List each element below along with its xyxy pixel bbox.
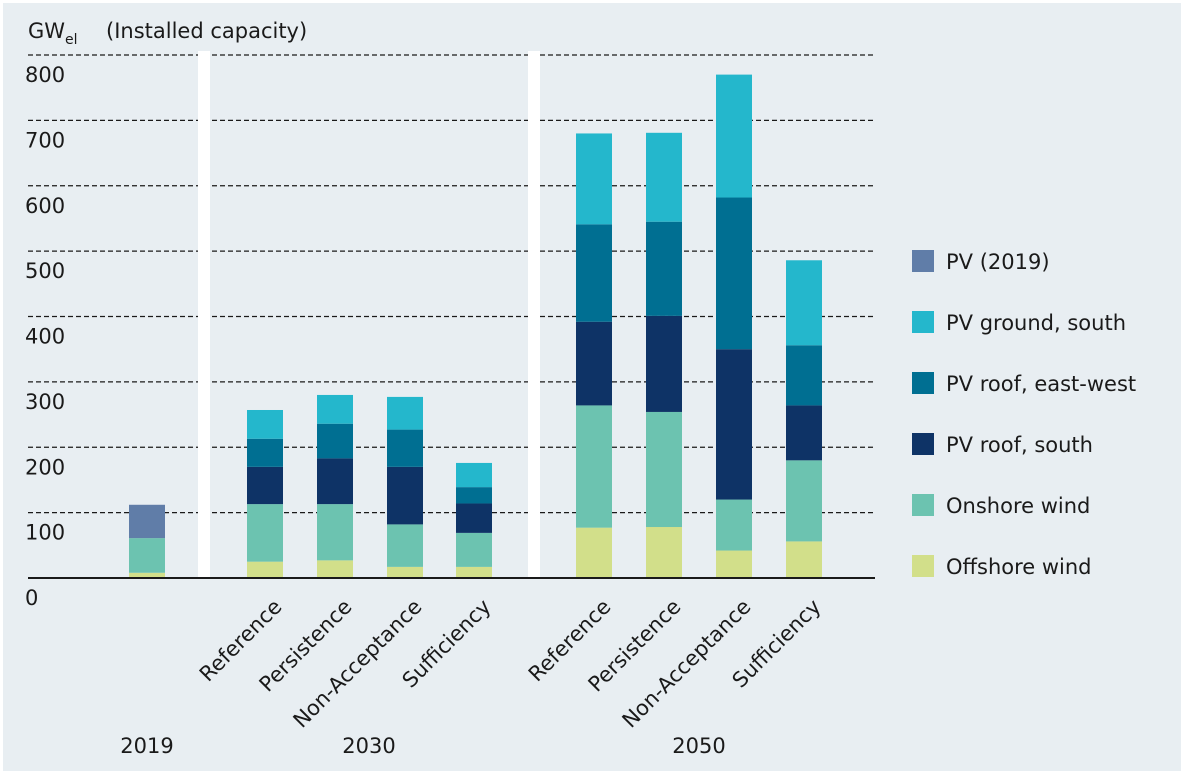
group-label-2030: 2030 — [342, 734, 395, 758]
legend-label: PV ground, south — [946, 311, 1126, 335]
unit-base: GW — [28, 19, 65, 43]
legend-swatch — [912, 494, 934, 516]
x-tick-label: Non-Acceptance — [618, 595, 756, 733]
bar-segment — [387, 524, 423, 567]
legend-swatch — [912, 250, 934, 272]
bar-segment — [456, 487, 492, 504]
bar-segment — [786, 460, 822, 542]
bar-segment — [456, 462, 492, 488]
bar-segment — [576, 527, 612, 578]
bar-segment — [646, 315, 682, 412]
bar-segment — [317, 560, 353, 578]
bar-segment — [716, 74, 752, 198]
bar-segment — [456, 503, 492, 533]
x-tick-label: Non-Acceptance — [289, 595, 427, 733]
legend-label: Onshore wind — [946, 494, 1090, 518]
bar-segment — [786, 541, 822, 578]
legend-label: Offshore wind — [946, 555, 1092, 579]
bar-segment — [576, 405, 612, 528]
x-category-labels: ReferencePersistenceNon-AcceptanceSuffic… — [195, 595, 826, 733]
bars — [129, 74, 822, 578]
bar-segment — [716, 499, 752, 551]
bar-segment — [716, 197, 752, 350]
legend-swatch — [912, 555, 934, 577]
y-tick-100: 100 — [25, 521, 65, 545]
legend-item: PV roof, south — [912, 433, 1093, 457]
legend-swatch — [912, 311, 934, 333]
group-label-2050: 2050 — [672, 734, 725, 758]
bar-segment — [716, 550, 752, 578]
y-tick-300: 300 — [25, 390, 65, 414]
bar-segment — [576, 133, 612, 225]
y-tick-0: 0 — [25, 586, 38, 610]
bar-segment — [129, 504, 165, 539]
legend: PV (2019) PV ground, south PV roof, east-w… — [912, 250, 1136, 579]
y-axis-unit-label: GWel (Installed capacity) — [28, 19, 307, 48]
group-label-2019: 2019 — [120, 734, 173, 758]
group-separator-2 — [528, 51, 540, 578]
bar-segment — [387, 466, 423, 525]
bar-segment — [317, 423, 353, 459]
svg-text:GWel: GWel — [28, 19, 78, 48]
bar-segment — [129, 538, 165, 573]
bar-segment — [646, 411, 682, 528]
bar-segment — [129, 572, 165, 578]
bar-segment — [646, 221, 682, 316]
group-separators — [198, 51, 540, 578]
y-tick-400: 400 — [25, 325, 65, 349]
bar-segment — [786, 405, 822, 461]
bar-segment — [317, 504, 353, 561]
bar-segment — [576, 224, 612, 322]
bar-segment — [247, 466, 283, 505]
bar-segment — [456, 566, 492, 578]
bar-segment — [247, 409, 283, 439]
bar-segment — [317, 458, 353, 505]
legend-item: PV roof, east-west — [912, 372, 1136, 396]
bar-segment — [646, 527, 682, 578]
legend-swatch — [912, 433, 934, 455]
legend-item: Onshore wind — [912, 494, 1090, 518]
bar-segment — [716, 349, 752, 500]
bar-segment — [456, 532, 492, 567]
y-tick-500: 500 — [25, 259, 65, 283]
legend-item: PV (2019) — [912, 250, 1050, 274]
bar-segment — [247, 438, 283, 467]
bar-segment — [786, 345, 822, 406]
bar-segment — [387, 396, 423, 430]
unit-note: (Installed capacity) — [106, 19, 307, 43]
bar-segment — [387, 566, 423, 578]
y-tick-800: 800 — [25, 63, 65, 87]
group-separator-1 — [198, 51, 210, 578]
legend-item: Offshore wind — [912, 555, 1092, 579]
unit-subscript: el — [65, 32, 78, 48]
bar-segment — [247, 561, 283, 578]
legend-label: PV roof, east-west — [946, 372, 1136, 396]
x-group-labels: 2019 2030 2050 — [120, 734, 725, 758]
legend-label: PV roof, south — [946, 433, 1093, 457]
bar-segment — [576, 321, 612, 406]
y-tick-600: 600 — [25, 194, 65, 218]
y-tick-200: 200 — [25, 455, 65, 479]
bar-segment — [786, 260, 822, 346]
y-tick-labels: 0 100 200 300 400 500 600 700 800 — [25, 63, 65, 610]
bar-segment — [387, 429, 423, 467]
stacked-bar-chart: GWel (Installed capacity) 0 100 200 300 400 5… — [25, 19, 1136, 758]
chart-panel: GWel (Installed capacity) 0 100 200 300 400 5… — [3, 3, 1181, 771]
legend-item: PV ground, south — [912, 311, 1126, 335]
legend-label: PV (2019) — [946, 250, 1050, 274]
bar-segment — [317, 394, 353, 424]
legend-swatch — [912, 372, 934, 394]
bar-segment — [247, 504, 283, 562]
bar-segment — [646, 132, 682, 222]
y-tick-700: 700 — [25, 128, 65, 152]
